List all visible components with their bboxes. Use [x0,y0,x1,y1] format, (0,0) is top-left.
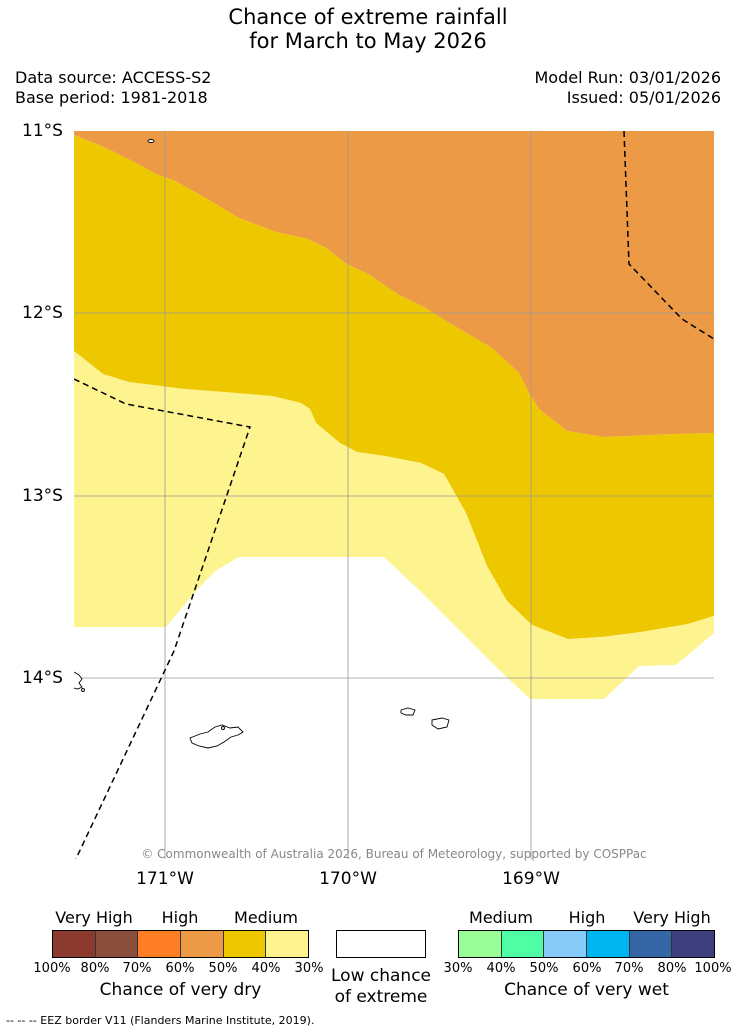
eez-border-west [74,378,251,859]
lat-label-12s: 12°S [22,303,63,323]
island-west-edge [74,671,83,690]
wet-legend-caption: Chance of very wet [504,980,669,1000]
eez-border-east [623,131,714,340]
wet-swatch-50-60 [544,931,588,957]
dry-swatch-50-60 [181,931,224,957]
data-source: Data source: ACCESS-S2 [15,68,212,87]
lon-label-170w: 170°W [319,869,377,889]
island-ofu-olosega [400,707,416,716]
lon-label-169w: 169°W [502,869,560,889]
wet-colorbar [458,930,715,958]
dry-colorbar [52,930,309,958]
dry-tick: 30% [294,961,324,976]
wet-tick: 30% [443,961,473,976]
dry-swatch-30-40 [266,931,309,957]
graticule [74,131,714,859]
medium-dry-40-zone [74,135,714,639]
islands [74,139,450,749]
lat-label-14s: 14°S [22,668,63,688]
wet-tier-medium: Medium [469,908,533,927]
high-dry-zone [74,131,714,437]
wet-swatch-70-80 [629,931,673,957]
map-title-line1: Chance of extreme rainfall [228,5,508,29]
dry-legend-caption: Chance of very dry [99,980,262,1000]
dry-tick: 60% [165,961,195,976]
wet-tick: 50% [529,961,559,976]
dry-tick: 70% [122,961,152,976]
copyright-notice: © Commonwealth of Australia 2026, Bureau… [141,847,647,861]
island-west-islet [81,688,85,692]
wet-tier-high: High [568,908,606,927]
dry-tier-medium: Medium [234,908,298,927]
wet-swatch-80-100 [672,931,715,957]
rainfall-map [74,131,714,859]
wet-swatch-40-50 [501,931,545,957]
wet-tick: 100% [694,961,732,976]
eez-footnote: -- -- -- EEZ border V11 (Flanders Marine… [6,1014,315,1027]
low-chance-caption-line2: of extreme [334,987,428,1007]
wet-tick: 60% [572,961,602,976]
dry-tick: 40% [251,961,281,976]
eez-borders [74,131,714,859]
model-run: Model Run: 03/01/2026 [534,68,722,87]
low-chance-caption-line1: Low chance [331,966,431,986]
low-chance-swatch [336,930,426,958]
dry-tier-high: High [161,908,199,927]
dry-tick: 50% [208,961,238,976]
wet-tick: 70% [614,961,644,976]
wet-swatch-60-70 [587,931,630,957]
lat-label-13s: 13°S [22,486,63,506]
medium-dry-30-zone [74,351,714,699]
island-swains [147,139,155,143]
island-tau [431,717,450,730]
island-tutuila [189,724,244,749]
dry-tick: 100% [33,961,71,976]
dry-swatch-40-50 [223,931,267,957]
dry-swatch-80-100 [53,931,96,957]
wet-tier-very-high: Very High [633,908,711,927]
map-title-line2: for March to May 2026 [249,29,487,53]
wet-tick: 40% [486,961,516,976]
wet-tick: 80% [657,961,687,976]
island-aunuu [221,726,225,730]
lat-label-11s: 11°S [22,121,63,141]
base-period: Base period: 1981-2018 [15,88,208,107]
dry-tier-very-high: Very High [55,908,133,927]
lon-label-171w: 171°W [136,869,194,889]
issued-date: Issued: 05/01/2026 [566,88,721,107]
dry-tick: 80% [80,961,110,976]
dry-swatch-70-80 [95,931,139,957]
wet-swatch-30-40 [459,931,502,957]
dry-swatch-60-70 [138,931,182,957]
